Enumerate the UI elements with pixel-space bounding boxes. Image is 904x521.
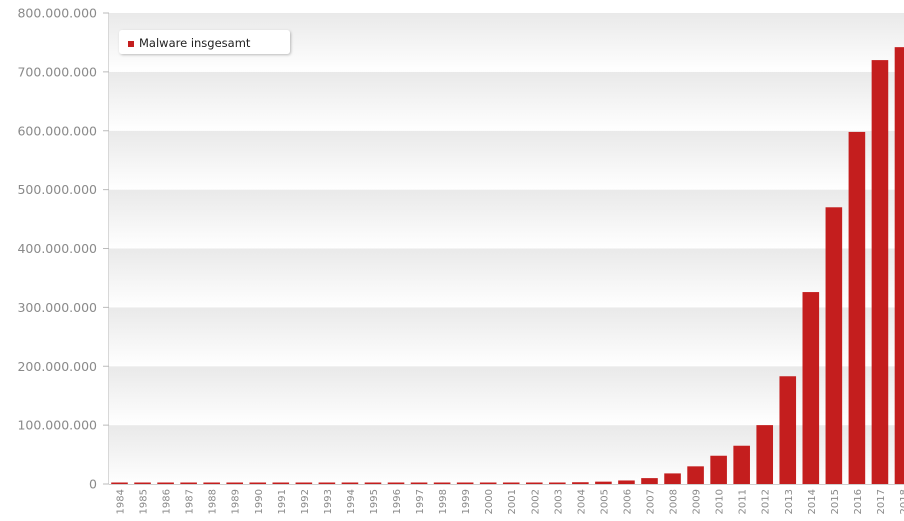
bar	[157, 482, 174, 484]
y-axis: 0 100.000.000 200.000.000 300.000.000 400.00…	[17, 6, 109, 492]
plot-band	[109, 130, 904, 190]
bar	[733, 445, 750, 484]
bar	[525, 482, 543, 484]
bar	[825, 207, 843, 484]
x-tick-label: 1992	[300, 489, 311, 514]
x-tick-label: 2008	[669, 489, 680, 514]
y-tick-label: 800.000.000	[17, 6, 97, 21]
legend-label: Malware insgesamt	[139, 36, 251, 50]
y-tick-label: 200.000.000	[17, 359, 97, 374]
legend-box	[119, 30, 290, 54]
x-tick-label: 2013	[784, 489, 795, 514]
bar	[687, 466, 704, 484]
x-tick-label: 2002	[530, 489, 541, 514]
bar	[272, 482, 290, 484]
legend-swatch	[128, 41, 134, 47]
bar	[572, 482, 589, 484]
x-tick-label: 1986	[162, 489, 173, 514]
bar	[180, 482, 197, 484]
bar	[756, 425, 774, 484]
x-tick-label: 1997	[415, 489, 426, 514]
x-tick-label: 2010	[715, 489, 726, 514]
plot-band	[109, 366, 904, 426]
x-tick-label: 2016	[853, 489, 864, 514]
bar	[779, 376, 797, 484]
plot-band	[109, 71, 904, 131]
bar	[226, 482, 244, 484]
x-tick-label: 1994	[346, 489, 357, 514]
bar	[549, 482, 566, 484]
plot-background	[109, 13, 904, 484]
x-tick-label: 2006	[622, 489, 633, 514]
x-tick-label: 2018	[899, 489, 904, 514]
x-tick-label: 2012	[761, 489, 772, 514]
x-tick-label: 1998	[438, 489, 449, 514]
bar	[318, 482, 336, 484]
y-tick-label: 600.000.000	[17, 123, 97, 138]
x-tick-label: 1999	[461, 489, 472, 514]
x-tick-label: 2004	[576, 489, 587, 514]
y-tick-label: 100.000.000	[17, 418, 97, 433]
x-tick-label: 1984	[116, 489, 127, 514]
bar	[802, 292, 820, 484]
x-tick-label: 1985	[139, 489, 150, 514]
bar	[249, 482, 267, 484]
x-tick-label: 2017	[876, 489, 887, 514]
x-tick-label: 2015	[830, 489, 841, 514]
bar	[364, 482, 382, 484]
x-tick-label: 2005	[599, 489, 610, 514]
plot-band	[109, 248, 904, 308]
y-tick-label: 700.000.000	[17, 64, 97, 79]
bar	[387, 482, 405, 484]
bar	[894, 47, 904, 485]
y-tick-label: 400.000.000	[17, 241, 97, 256]
bar	[410, 482, 428, 484]
bar	[203, 482, 220, 484]
y-tick-label: 300.000.000	[17, 300, 97, 315]
x-tick-label: 1996	[392, 489, 403, 514]
x-tick-label: 2001	[507, 489, 518, 514]
x-tick-label: 2009	[692, 489, 703, 514]
x-tick-label: 2007	[646, 489, 657, 514]
bar	[479, 482, 497, 484]
x-tick-label: 2003	[553, 489, 564, 514]
bar	[456, 482, 474, 484]
bar	[295, 482, 313, 484]
y-tick-label: 0	[89, 477, 97, 492]
bar	[111, 482, 128, 484]
x-tick-label: 2011	[738, 489, 749, 514]
bar	[341, 482, 359, 484]
x-tick-label: 2000	[484, 489, 495, 514]
bar	[134, 482, 151, 484]
x-tick-label: 1995	[369, 489, 380, 514]
x-tick-label: 1993	[323, 489, 334, 514]
x-axis: 1984 1985 1986 1987 1988 1989 1990 1991 1992 1993…	[109, 484, 904, 514]
bar	[641, 478, 658, 484]
bar	[595, 481, 612, 484]
x-tick-label: 1991	[277, 489, 288, 514]
bar	[871, 60, 889, 484]
plot-band	[109, 189, 904, 249]
bar	[710, 455, 727, 484]
bar	[618, 480, 635, 484]
bar	[848, 131, 866, 485]
bar	[664, 473, 681, 484]
plot-band	[109, 307, 904, 367]
x-tick-label: 1990	[254, 489, 265, 514]
y-tick-label: 500.000.000	[17, 182, 97, 197]
x-tick-label: 1989	[231, 489, 242, 514]
x-tick-label: 1987	[185, 489, 196, 514]
x-tick-label: 1988	[208, 489, 219, 514]
bar	[502, 482, 520, 484]
x-tick-label: 2014	[807, 489, 818, 514]
bar	[433, 482, 451, 484]
legend: Malware insgesamt	[119, 30, 290, 54]
bars	[111, 47, 904, 485]
